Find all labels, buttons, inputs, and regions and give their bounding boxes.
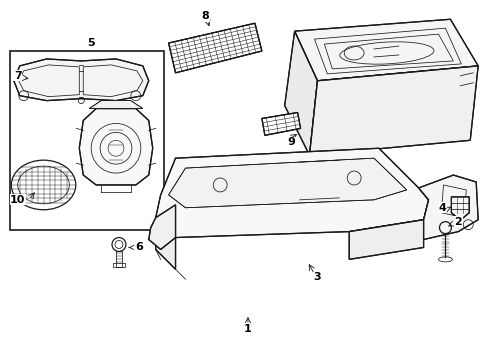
Polygon shape [418, 175, 478, 239]
Text: 8: 8 [201, 11, 209, 21]
Polygon shape [14, 59, 149, 100]
Bar [10, 51, 164, 230]
Text: 6: 6 [135, 243, 143, 252]
Text: 3: 3 [314, 272, 321, 282]
Text: 10: 10 [10, 195, 25, 205]
Polygon shape [310, 66, 478, 155]
Polygon shape [294, 19, 478, 81]
Text: 5: 5 [87, 38, 95, 48]
Polygon shape [89, 100, 143, 109]
Polygon shape [262, 113, 300, 135]
Text: 7: 7 [14, 71, 22, 81]
Text: 4: 4 [439, 203, 446, 213]
Polygon shape [156, 218, 175, 269]
Polygon shape [349, 220, 424, 260]
Polygon shape [149, 205, 175, 249]
Text: 1: 1 [244, 324, 252, 334]
Polygon shape [169, 158, 407, 208]
Polygon shape [169, 23, 262, 73]
Polygon shape [285, 31, 318, 155]
Polygon shape [79, 109, 153, 185]
Text: 2: 2 [454, 217, 462, 227]
Polygon shape [156, 148, 429, 238]
Text: 9: 9 [288, 137, 295, 147]
Polygon shape [451, 197, 469, 218]
